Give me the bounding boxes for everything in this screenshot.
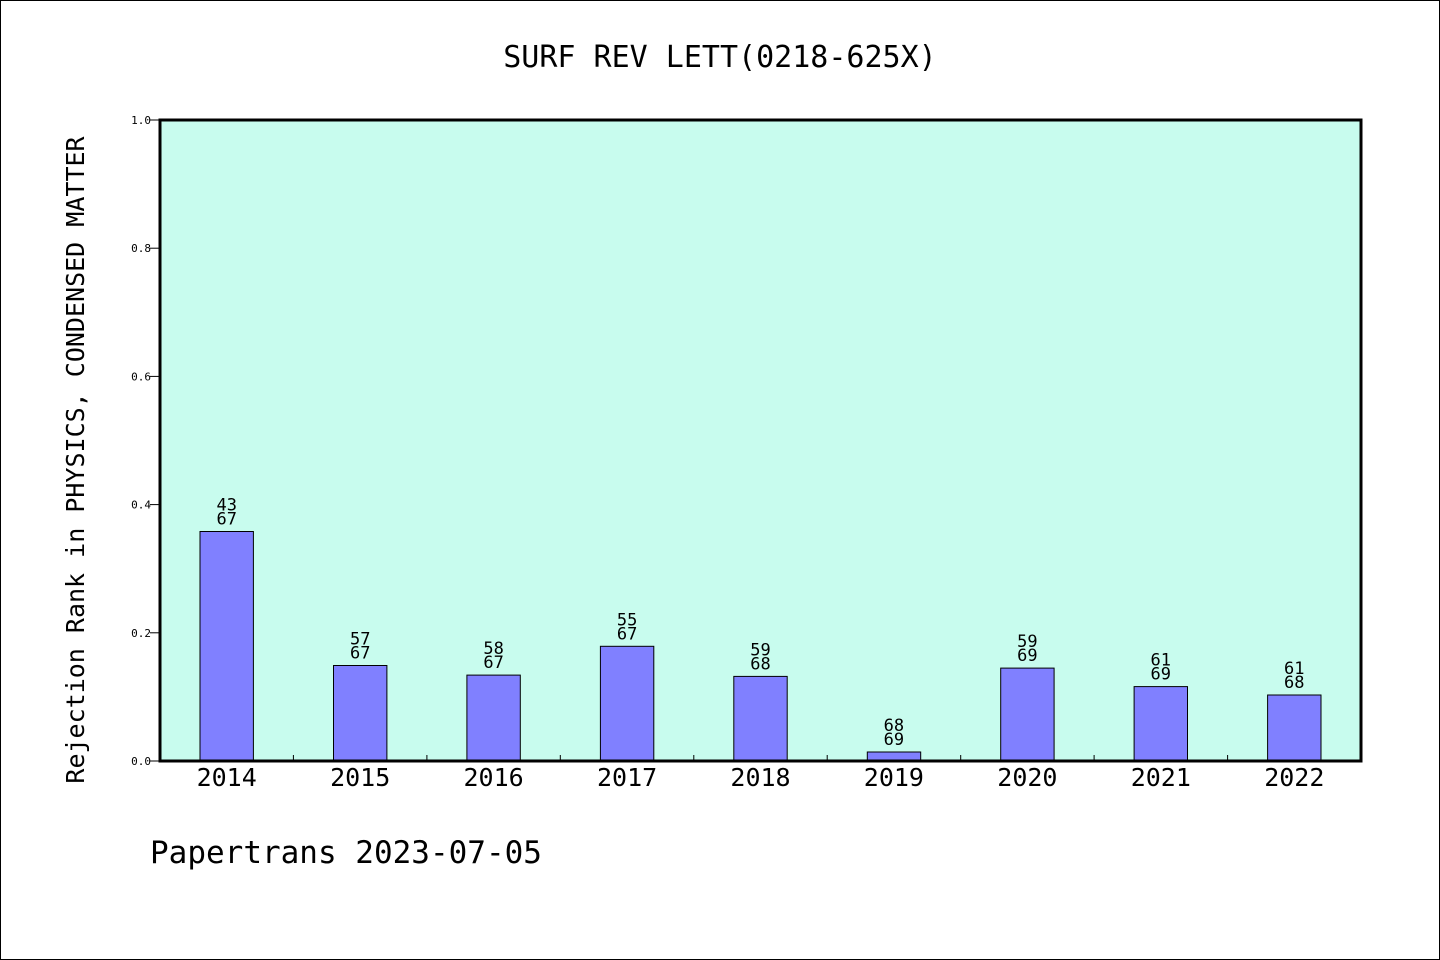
- bar-2017: [599, 645, 655, 762]
- y-tick-label-0.4: 0.4: [131, 499, 151, 512]
- plot-border: [158, 118, 1363, 763]
- y-tick-label-0.2: 0.2: [131, 627, 151, 640]
- y-tick-label-1.0: 1.0: [131, 114, 151, 127]
- bar-2018: [733, 675, 788, 762]
- footer-credit: Papertrans 2023-07-05: [150, 835, 542, 871]
- data-label-total-2014: 67: [216, 510, 236, 530]
- y-tick-label-0.0: 0.0: [131, 755, 151, 768]
- data-label-rank-2018: 59: [750, 640, 770, 660]
- x-tick-label-2022: 2022: [1264, 763, 1324, 792]
- x-tick-label-2021: 2021: [1131, 763, 1191, 792]
- data-label-total-2017: 67: [617, 624, 637, 644]
- data-label-total-2020: 69: [1017, 646, 1037, 666]
- data-label-total-2021: 69: [1151, 665, 1171, 685]
- data-label-total-2018: 68: [750, 654, 770, 674]
- x-tick-label-2019: 2019: [864, 763, 924, 792]
- data-label-total-2016: 67: [483, 653, 503, 673]
- bar-2014: [199, 531, 254, 762]
- y-tick-label-0.8: 0.8: [131, 242, 151, 255]
- bar-2016: [466, 674, 521, 762]
- bar-2022: [1267, 694, 1322, 762]
- data-label-rank-2019: 68: [884, 716, 904, 736]
- bar-2021: [1133, 686, 1188, 762]
- x-tick-label-2020: 2020: [997, 763, 1057, 792]
- data-label-rank-2021: 61: [1151, 651, 1171, 671]
- data-label-total-2015: 67: [350, 644, 370, 664]
- x-tick-label-2014: 2014: [197, 763, 257, 792]
- bar-2020: [1000, 667, 1055, 762]
- x-tick-label-2015: 2015: [330, 763, 390, 792]
- bar-2015: [333, 665, 388, 762]
- y-axis-label: Rejection Rank in PHYSICS, CONDENSED MAT…: [61, 135, 90, 783]
- x-tick-label-2017: 2017: [597, 763, 657, 792]
- data-label-rank-2015: 57: [350, 630, 370, 650]
- data-label-rank-2016: 58: [483, 639, 503, 659]
- data-label-rank-2017: 55: [617, 610, 637, 630]
- data-label-rank-2022: 61: [1284, 659, 1304, 679]
- x-tick-label-2016: 2016: [463, 763, 523, 792]
- data-label-rank-2020: 59: [1017, 632, 1037, 652]
- data-label-total-2022: 68: [1284, 673, 1304, 693]
- data-label-rank-2014: 43: [216, 496, 236, 516]
- y-tick-label-0.6: 0.6: [131, 370, 151, 383]
- chart-title: SURF REV LETT(0218-625X): [503, 40, 936, 75]
- data-label-total-2019: 69: [884, 730, 904, 750]
- x-tick-label-2018: 2018: [730, 763, 790, 792]
- axis-ticks: 2014 2015 2016 2017 2018 2019 2020 2021 2022 0.0 0…: [131, 114, 1324, 792]
- plot-area: [160, 120, 1361, 761]
